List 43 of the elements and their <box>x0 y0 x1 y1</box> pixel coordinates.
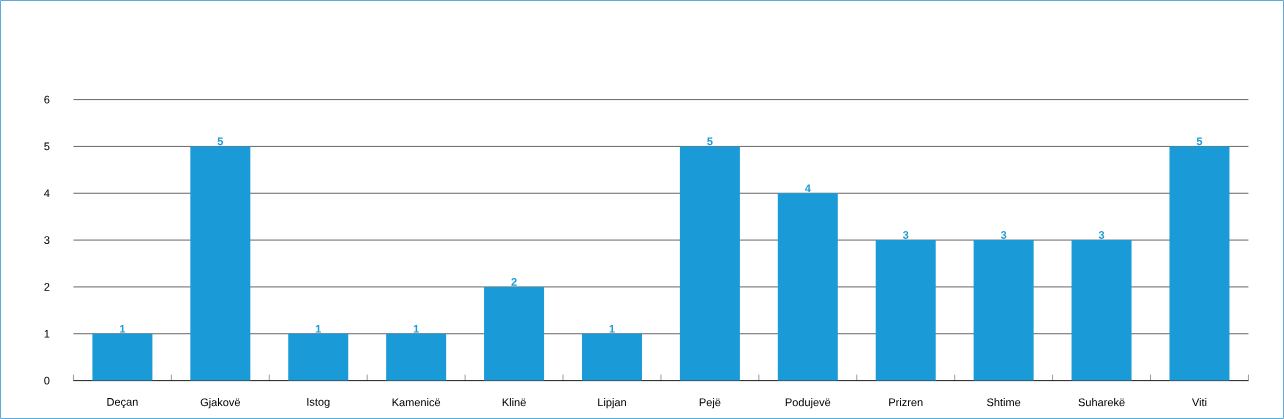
y-tick-label: 2 <box>44 283 50 291</box>
x-tick-label: Deçan <box>107 398 138 409</box>
y-tick-label: 0 <box>44 376 50 385</box>
data-label: 3 <box>902 231 909 239</box>
bar <box>777 193 838 381</box>
data-label: 5 <box>1196 137 1203 146</box>
x-tick-label: Podujevë <box>785 398 831 409</box>
y-tick-label: 6 <box>44 95 50 104</box>
bar <box>1169 146 1230 381</box>
x-tick-label: Shtime <box>987 398 1021 407</box>
data-label: 3 <box>1098 231 1105 239</box>
x-tick-label: Prizren <box>889 398 923 407</box>
bar <box>288 333 349 381</box>
data-label: 5 <box>217 137 224 146</box>
x-tick-label: Istog <box>307 398 330 408</box>
y-tick-label: 3 <box>44 236 50 244</box>
y-tick-label: 5 <box>44 142 50 151</box>
data-label: 5 <box>707 137 713 146</box>
data-label: 4 <box>804 184 811 193</box>
y-tick-label: 4 <box>44 189 50 198</box>
x-tick-label: Lipjan <box>598 398 626 409</box>
y-tick-label: 1 <box>44 329 50 338</box>
x-tick-label: Suharekë <box>1078 398 1125 407</box>
data-label: 1 <box>413 324 419 333</box>
x-tick-label: Klinë <box>502 398 526 407</box>
bar <box>679 146 740 381</box>
x-tick-label: Gjakovë <box>200 398 241 409</box>
data-label: 1 <box>120 324 126 333</box>
bar <box>386 333 447 381</box>
bar <box>581 333 642 381</box>
x-tick-label: Viti <box>1191 398 1207 407</box>
bar <box>190 146 251 381</box>
bar <box>1071 240 1132 381</box>
data-label: 1 <box>315 324 321 333</box>
data-label: 3 <box>1000 231 1007 239</box>
bar <box>973 240 1034 381</box>
x-tick-label: Pejë <box>699 398 721 409</box>
bar <box>92 333 153 381</box>
x-tick-label: Kamenicë <box>392 398 441 407</box>
bar <box>875 240 936 381</box>
data-label: 2 <box>511 278 517 286</box>
data-label: 1 <box>609 324 615 333</box>
bar <box>484 286 545 381</box>
